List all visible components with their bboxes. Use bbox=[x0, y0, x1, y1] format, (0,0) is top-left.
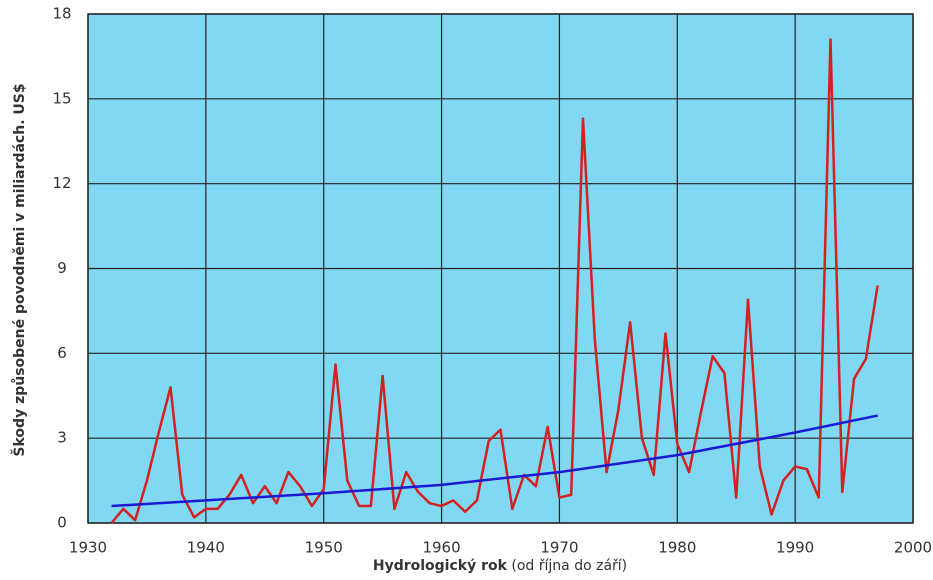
y-tick-label: 0 bbox=[57, 514, 67, 532]
x-tick-label: 1930 bbox=[69, 539, 107, 557]
y-axis-label: Škody způsobené povodněmi v miliardách. … bbox=[10, 83, 28, 456]
x-axis-label: Hydrologický rok (od října do září) bbox=[373, 558, 627, 574]
x-tick-label: 1950 bbox=[305, 539, 343, 557]
y-tick-label: 6 bbox=[57, 344, 67, 362]
y-tick-label: 3 bbox=[57, 429, 67, 447]
x-tick-label: 1940 bbox=[187, 539, 225, 557]
x-axis-title: Hydrologický rok bbox=[373, 558, 508, 574]
y-tick-label: 15 bbox=[52, 89, 71, 107]
x-tick-label: 1970 bbox=[540, 539, 578, 557]
y-tick-label: 12 bbox=[52, 174, 71, 192]
x-axis-note: (od října do září) bbox=[511, 558, 627, 574]
x-tick-label: 1990 bbox=[776, 539, 814, 557]
y-tick-label: 18 bbox=[52, 5, 71, 23]
x-tick-label: 1980 bbox=[658, 539, 696, 557]
x-tick-label: 1960 bbox=[422, 539, 460, 557]
line bbox=[110, 38, 879, 524]
line bbox=[111, 414, 878, 508]
y-tick-label: 9 bbox=[57, 259, 67, 277]
x-tick-label: 2000 bbox=[894, 539, 932, 557]
